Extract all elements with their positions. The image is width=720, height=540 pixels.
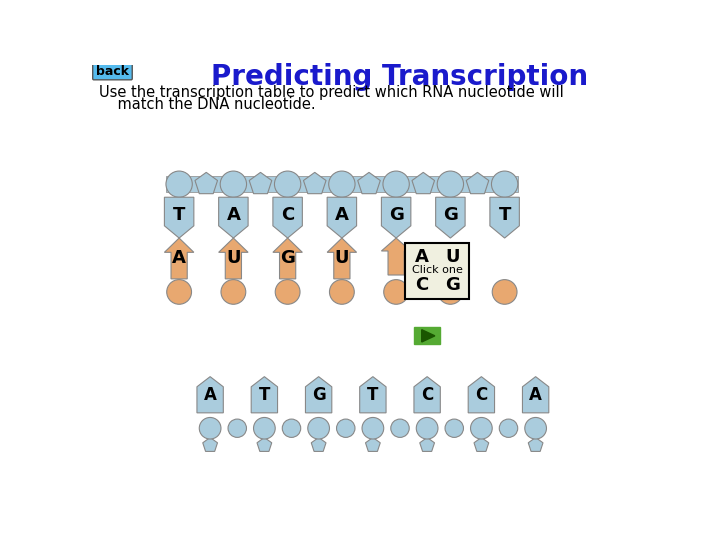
- Polygon shape: [523, 377, 549, 413]
- Polygon shape: [327, 238, 356, 279]
- Text: match the DNA nucleotide.: match the DNA nucleotide.: [99, 97, 316, 112]
- Polygon shape: [358, 172, 380, 194]
- Polygon shape: [468, 377, 495, 413]
- Bar: [414, 327, 441, 345]
- Text: A: A: [226, 206, 240, 224]
- Polygon shape: [311, 437, 326, 451]
- Polygon shape: [474, 437, 489, 451]
- Text: G: G: [443, 206, 458, 224]
- Polygon shape: [303, 172, 326, 194]
- Text: G: G: [389, 206, 404, 224]
- Circle shape: [199, 417, 221, 439]
- Circle shape: [336, 419, 355, 437]
- FancyBboxPatch shape: [405, 244, 469, 299]
- Polygon shape: [360, 377, 386, 413]
- Polygon shape: [197, 377, 223, 413]
- Text: C: C: [281, 206, 294, 224]
- Polygon shape: [420, 437, 434, 451]
- FancyBboxPatch shape: [93, 64, 132, 80]
- Text: T: T: [258, 386, 270, 404]
- Polygon shape: [273, 197, 302, 238]
- Circle shape: [383, 171, 409, 197]
- Text: T: T: [367, 386, 379, 404]
- Text: Predicting Transcription: Predicting Transcription: [212, 63, 588, 91]
- Circle shape: [307, 417, 330, 439]
- Circle shape: [221, 280, 246, 304]
- Text: Click one: Click one: [412, 265, 463, 275]
- Circle shape: [438, 280, 463, 304]
- Polygon shape: [412, 172, 435, 194]
- Circle shape: [445, 419, 464, 437]
- Polygon shape: [414, 377, 441, 413]
- Circle shape: [275, 280, 300, 304]
- Circle shape: [525, 417, 546, 439]
- Circle shape: [166, 171, 192, 197]
- Text: G: G: [280, 249, 295, 267]
- Polygon shape: [467, 172, 489, 194]
- Polygon shape: [528, 437, 543, 451]
- Polygon shape: [490, 197, 519, 238]
- Polygon shape: [366, 437, 380, 451]
- Polygon shape: [436, 197, 465, 238]
- Text: G: G: [312, 386, 325, 404]
- Circle shape: [274, 171, 301, 197]
- Polygon shape: [164, 238, 194, 279]
- Polygon shape: [166, 176, 518, 192]
- Polygon shape: [305, 377, 332, 413]
- Circle shape: [167, 280, 192, 304]
- Text: A: A: [529, 386, 542, 404]
- Text: U: U: [446, 248, 460, 266]
- Circle shape: [492, 280, 517, 304]
- Polygon shape: [219, 238, 248, 279]
- Text: A: A: [204, 386, 217, 404]
- Circle shape: [492, 171, 518, 197]
- Text: T: T: [173, 206, 185, 224]
- Text: A: A: [335, 206, 348, 224]
- Circle shape: [329, 171, 355, 197]
- Circle shape: [362, 417, 384, 439]
- Circle shape: [416, 417, 438, 439]
- Polygon shape: [164, 197, 194, 238]
- Circle shape: [499, 419, 518, 437]
- Text: C: C: [475, 386, 487, 404]
- Circle shape: [253, 417, 275, 439]
- Text: C: C: [415, 276, 428, 294]
- Circle shape: [330, 280, 354, 304]
- Circle shape: [228, 419, 246, 437]
- Text: U: U: [226, 249, 240, 267]
- Polygon shape: [251, 377, 277, 413]
- Polygon shape: [249, 172, 271, 194]
- Circle shape: [384, 280, 408, 304]
- Circle shape: [471, 417, 492, 439]
- Circle shape: [391, 419, 409, 437]
- Text: A: A: [172, 249, 186, 267]
- Text: G: G: [445, 276, 460, 294]
- Polygon shape: [273, 238, 302, 279]
- Circle shape: [220, 171, 246, 197]
- Polygon shape: [382, 197, 411, 238]
- Text: T: T: [498, 206, 510, 224]
- Circle shape: [282, 419, 301, 437]
- Text: Use the transcription table to predict which RNA nucleotide will: Use the transcription table to predict w…: [99, 85, 564, 100]
- Polygon shape: [203, 437, 217, 451]
- Polygon shape: [382, 238, 411, 275]
- Polygon shape: [422, 330, 435, 342]
- Circle shape: [437, 171, 464, 197]
- Text: A: A: [415, 248, 428, 266]
- Text: U: U: [335, 249, 349, 267]
- Polygon shape: [195, 172, 217, 194]
- Polygon shape: [257, 437, 271, 451]
- Text: C: C: [421, 386, 433, 404]
- Polygon shape: [219, 197, 248, 238]
- Text: back: back: [96, 65, 129, 78]
- Polygon shape: [327, 197, 356, 238]
